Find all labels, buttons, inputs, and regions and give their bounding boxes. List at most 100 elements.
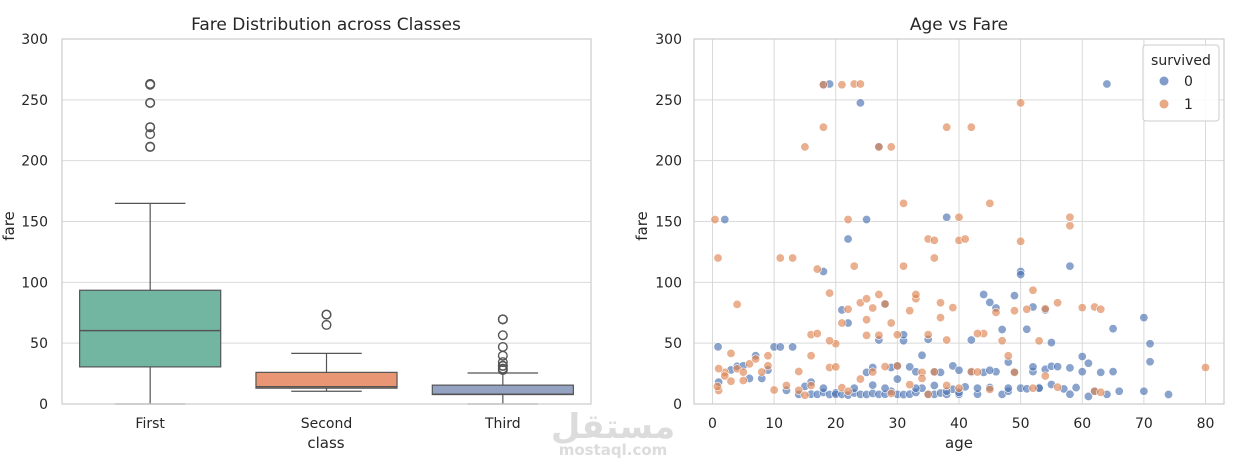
scatter-point (942, 122, 952, 132)
box-plot-title: Fare Distribution across Classes (191, 15, 461, 35)
scatter-point (1009, 367, 1019, 377)
scatter-point (972, 367, 982, 377)
y-tick-label: 200 (21, 154, 48, 170)
box-iqr (79, 289, 222, 368)
scatter-plot-points (710, 79, 1211, 401)
scatter-point (886, 318, 896, 328)
scatter-point (806, 351, 816, 361)
scatter-point (880, 299, 890, 309)
outlier-point (145, 141, 156, 152)
scatter-point (985, 384, 995, 394)
scatter-point (868, 380, 878, 390)
scatter-point (929, 235, 939, 245)
outlier-point (321, 319, 332, 330)
scatter-point (1096, 387, 1106, 397)
scatter-point (794, 367, 804, 377)
scatter-point (1016, 270, 1026, 280)
scatter-point (954, 383, 964, 393)
scatter-point (818, 122, 828, 132)
x-tick-label: 60 (1073, 416, 1091, 432)
scatter-point (1003, 383, 1013, 393)
outlier-point (497, 360, 508, 371)
scatter-point (712, 381, 722, 391)
scatter-point (1114, 386, 1124, 396)
scatter-point (855, 374, 865, 384)
scatter-point (1022, 304, 1032, 314)
scatter-point (720, 371, 730, 381)
scatter-point (880, 362, 890, 372)
legend-label-1: 1 (1184, 97, 1193, 113)
scatter-legend: survived 0 1 (1142, 44, 1220, 122)
scatter-point (800, 390, 810, 400)
scatter-point (1145, 339, 1155, 349)
scatter-point (1034, 336, 1044, 346)
scatter-point (1053, 298, 1063, 308)
outlier-point (321, 309, 332, 320)
scatter-point (972, 329, 982, 339)
scatter-plot-y-label: fare (633, 211, 651, 241)
scatter-point (874, 289, 884, 299)
scatter-point (997, 336, 1007, 346)
box-first (79, 79, 222, 405)
box-second (255, 309, 398, 392)
scatter-point (862, 215, 872, 225)
scatter-point (862, 315, 872, 325)
scatter-point (874, 330, 884, 340)
scatter-point (954, 212, 964, 222)
scatter-point (1065, 221, 1075, 231)
y-tick-label: 300 (655, 32, 682, 48)
scatter-point (886, 388, 896, 398)
scatter-point (1028, 362, 1038, 372)
scatter-point (1077, 352, 1087, 362)
y-tick-label: 300 (21, 32, 48, 48)
scatter-point (757, 367, 767, 377)
scatter-point (1083, 358, 1093, 368)
outlier-point (497, 341, 508, 352)
scatter-point (714, 364, 724, 374)
scatter-point (985, 297, 995, 307)
scatter-point (837, 318, 847, 328)
scatter-point (1040, 304, 1050, 314)
scatter-point (1009, 291, 1019, 301)
scatter-point (892, 330, 902, 340)
scatter-point (1053, 382, 1063, 392)
scatter-point (911, 289, 921, 299)
scatter-point (954, 365, 964, 375)
scatter-point (929, 381, 939, 391)
scatter-point (886, 142, 896, 152)
outlier-point (145, 79, 156, 90)
scatter-point (966, 122, 976, 132)
outlier-point (497, 357, 508, 368)
scatter-point (738, 376, 748, 386)
scatter-point (1040, 371, 1050, 381)
x-tick-label: 10 (765, 416, 783, 432)
box-third (431, 314, 574, 405)
outlier-point (497, 363, 508, 374)
x-tick-label: First (135, 416, 165, 432)
x-tick-label: 0 (708, 416, 717, 432)
scatter-point (942, 335, 952, 345)
scatter-point (892, 374, 902, 384)
scatter-point (794, 385, 804, 395)
y-tick-label: 150 (21, 215, 48, 231)
scatter-point (843, 234, 853, 244)
outlier-point (145, 97, 156, 108)
watermark-latin: mostaql.com (559, 441, 668, 459)
scatter-point (775, 253, 785, 263)
y-tick-label: 250 (21, 93, 48, 109)
scatter-point (1022, 324, 1032, 334)
scatter-point (825, 288, 835, 298)
scatter-point (874, 142, 884, 152)
scatter-point (892, 361, 902, 371)
scatter-point (738, 367, 748, 377)
scatter-point (726, 348, 736, 358)
scatter-point (843, 386, 853, 396)
scatter-point (862, 294, 872, 304)
scatter-point (905, 362, 915, 372)
scatter-point (985, 365, 995, 375)
scatter-point (849, 261, 859, 271)
scatter-point (710, 215, 720, 225)
scatter-point (1053, 362, 1063, 372)
